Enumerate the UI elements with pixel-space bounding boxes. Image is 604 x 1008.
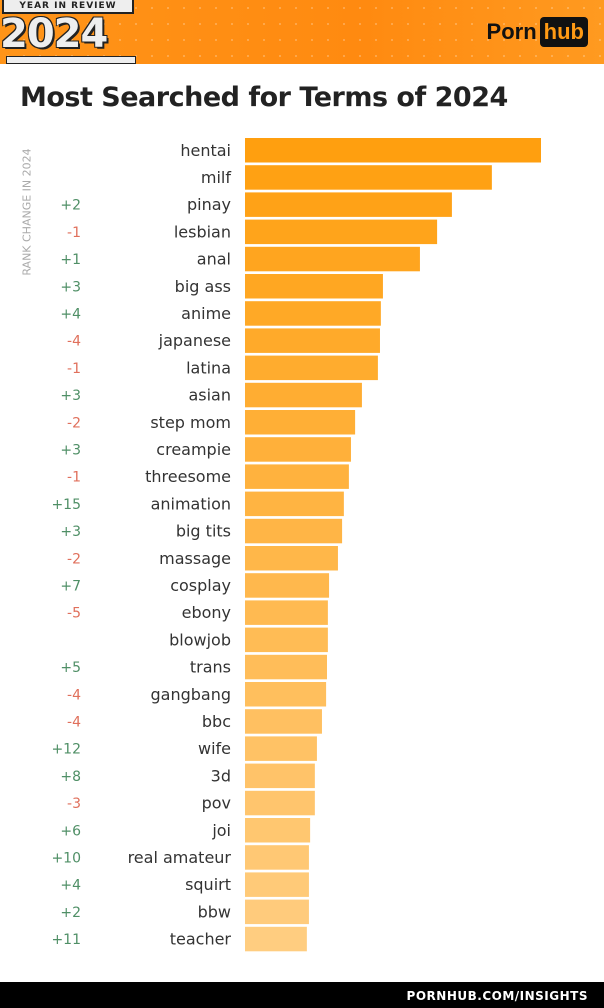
- rank-change-label: +4: [60, 878, 81, 894]
- bar-big-ass: [245, 274, 383, 299]
- term-label: joi: [211, 821, 231, 840]
- term-label: wife: [198, 739, 231, 758]
- rank-change-label: +3: [60, 524, 81, 540]
- bar-anime: [245, 301, 381, 326]
- term-label: step mom: [150, 413, 231, 432]
- term-label: creampie: [156, 440, 231, 459]
- bar-hentai: [245, 138, 541, 163]
- rank-change-label: -4: [67, 687, 81, 703]
- bar-milf: [245, 165, 492, 190]
- rank-change-label: -4: [67, 334, 81, 350]
- term-label: teacher: [170, 930, 232, 949]
- rank-change-label: -3: [67, 796, 81, 812]
- term-label: bbc: [202, 712, 231, 731]
- logo-right: hub: [539, 17, 588, 47]
- bar-asian: [245, 382, 362, 408]
- term-label: asian: [188, 386, 231, 405]
- term-label: real amateur: [128, 848, 232, 867]
- term-label: milf: [201, 168, 231, 187]
- chart-title: Most Searched for Terms of 2024: [20, 82, 508, 113]
- badge-underline: [6, 56, 136, 64]
- term-label: latina: [186, 358, 231, 377]
- term-label: bbw: [198, 902, 231, 921]
- rank-change-label: -1: [67, 470, 81, 486]
- year-in-review-badge: YEAR IN REVIEW: [2, 0, 134, 14]
- rank-change-label: +3: [60, 279, 81, 295]
- rank-change-label: +6: [60, 823, 81, 839]
- term-label: cosplay: [170, 576, 231, 595]
- rank-change-label: -1: [67, 361, 81, 377]
- bar-step-mom: [245, 410, 356, 435]
- term-label: gangbang: [150, 685, 231, 704]
- bar-massage: [245, 546, 338, 571]
- bar-ebony: [245, 600, 328, 625]
- rank-change-label: -4: [67, 714, 81, 730]
- rank-change-label: -2: [67, 415, 81, 431]
- term-label: ebony: [182, 603, 231, 622]
- bar-animation: [245, 491, 344, 517]
- rank-change-label: +3: [60, 388, 81, 404]
- term-label: big tits: [176, 522, 231, 541]
- bar-3d: [245, 763, 315, 789]
- term-label: anal: [197, 250, 231, 269]
- rank-change-label: -1: [67, 225, 81, 241]
- bar-wife: [245, 736, 317, 761]
- bar-bbc: [245, 709, 322, 734]
- bar-cosplay: [245, 573, 330, 598]
- footer: PORNHUB.COM/INSIGHTS: [0, 982, 604, 1008]
- term-label: 3d: [211, 766, 231, 785]
- term-label: lesbian: [174, 222, 231, 241]
- bar-threesome: [245, 464, 349, 489]
- rank-change-label: +15: [51, 497, 81, 513]
- term-label: japanese: [158, 331, 231, 350]
- term-label: trans: [190, 658, 231, 677]
- bar-anal: [245, 246, 420, 272]
- rank-change-label: +5: [60, 660, 81, 676]
- rank-change-label: +2: [60, 198, 81, 214]
- bar-blowjob: [245, 627, 328, 653]
- rank-change-label: +4: [60, 306, 81, 322]
- bar-big-tits: [245, 518, 343, 544]
- bar-trans: [245, 654, 327, 680]
- term-label: squirt: [185, 875, 231, 894]
- year-badge: 2024: [0, 11, 108, 57]
- term-label: threesome: [145, 467, 231, 486]
- rank-change-label: -2: [67, 551, 81, 567]
- term-label: massage: [159, 549, 231, 568]
- bar-joi: [245, 818, 311, 843]
- term-label: big ass: [175, 277, 231, 296]
- bar-gangbang: [245, 682, 327, 707]
- pornhub-logo[interactable]: Porn hub: [487, 17, 588, 47]
- term-label: pinay: [187, 195, 231, 214]
- rank-change-label: +8: [60, 769, 81, 785]
- logo-left: Porn: [486, 19, 537, 44]
- rank-change-label: +10: [51, 850, 81, 866]
- bar-pov: [245, 790, 315, 816]
- rank-change-label: +1: [60, 252, 81, 268]
- term-label: anime: [181, 304, 231, 323]
- bar-squirt: [245, 872, 309, 897]
- term-label: animation: [151, 494, 231, 513]
- rank-change-label: +7: [60, 578, 81, 594]
- bar-creampie: [245, 437, 351, 462]
- footer-url[interactable]: PORNHUB.COM/INSIGHTS: [406, 989, 588, 1003]
- header-banner: YEAR IN REVIEW 2024 Porn hub: [0, 0, 604, 64]
- term-label: blowjob: [169, 630, 231, 649]
- term-label: hentai: [180, 141, 231, 160]
- rank-change-label: -5: [67, 606, 81, 622]
- bar-bbw: [245, 899, 309, 925]
- bar-real-amateur: [245, 845, 309, 870]
- bar-latina: [245, 355, 378, 381]
- bar-teacher: [245, 926, 307, 952]
- rank-change-label: +12: [51, 742, 81, 758]
- rank-change-label: +3: [60, 442, 81, 458]
- bar-lesbian: [245, 219, 438, 245]
- bar-pinay: [245, 192, 452, 217]
- bar-japanese: [245, 328, 380, 353]
- rank-change-label: +11: [51, 932, 81, 948]
- rank-change-label: +2: [60, 905, 81, 921]
- term-label: pov: [202, 794, 231, 813]
